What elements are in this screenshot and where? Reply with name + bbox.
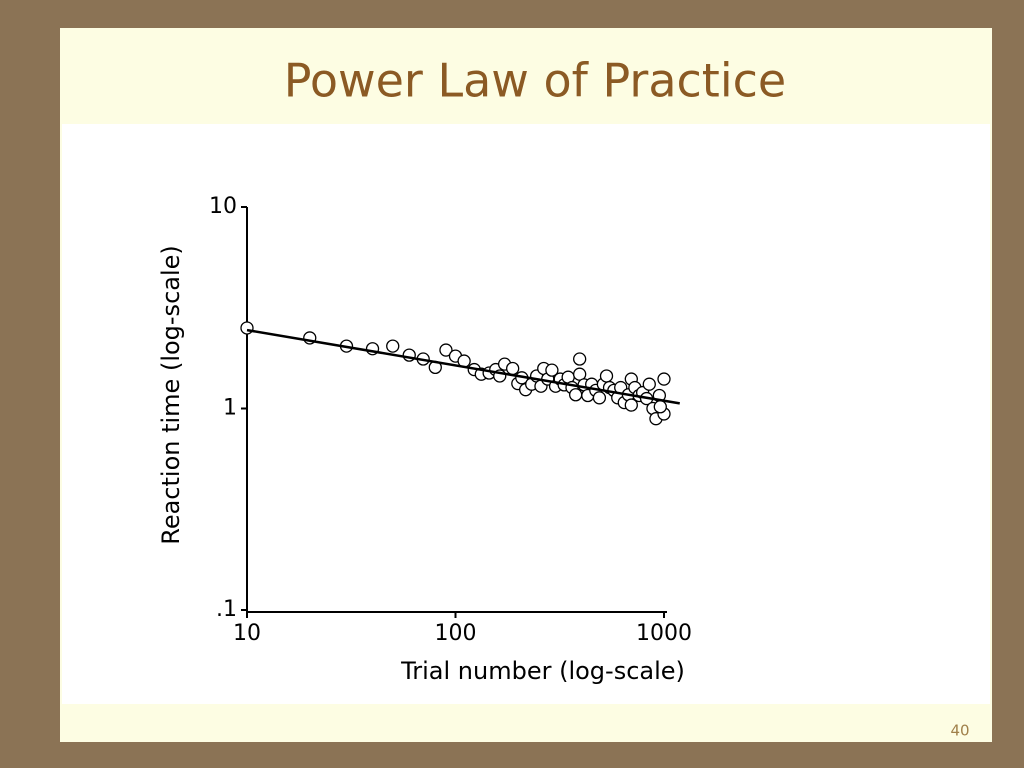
data-point [624,398,638,412]
x-tick-label: 1000 [636,621,692,646]
data-point [657,372,671,386]
data-point [592,391,607,405]
x-axis-label: Trial number (log-scale) [400,657,685,685]
data-point [653,400,667,414]
y-tick-label: 10 [209,194,237,219]
data-point [386,339,400,353]
data-point [642,377,656,391]
x-tick-label: 10 [233,621,261,646]
y-axis-label: Reaction time (log-scale) [157,245,185,545]
y-tick-label: .1 [216,597,237,622]
y-tick-label: 1 [223,396,237,421]
data-point [573,352,587,366]
data-point [569,388,583,402]
data-point [506,361,520,376]
data-point [545,363,559,377]
chart-area [62,124,990,704]
data-point [439,343,453,357]
x-tick-label: 100 [435,621,477,646]
chart-title: Power Law of Practice [284,54,786,108]
fit-line [246,328,680,405]
data-point [599,369,614,383]
data-point [240,321,254,335]
page-number: 40 [950,722,969,740]
